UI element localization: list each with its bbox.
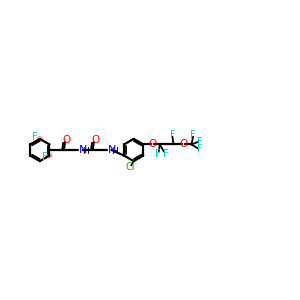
Text: F: F — [42, 152, 48, 162]
Circle shape — [47, 153, 52, 158]
Text: O: O — [179, 139, 188, 149]
Text: O: O — [91, 135, 99, 146]
Text: H: H — [111, 147, 118, 156]
Text: H: H — [82, 147, 89, 156]
Text: O: O — [148, 139, 156, 149]
Text: F: F — [190, 130, 196, 140]
Text: O: O — [62, 135, 70, 146]
Text: F: F — [170, 130, 176, 140]
Text: N: N — [79, 145, 87, 155]
Text: F: F — [197, 144, 203, 154]
Text: Cl: Cl — [125, 162, 135, 172]
Text: F: F — [163, 148, 168, 158]
Text: F: F — [197, 136, 203, 147]
Text: N: N — [108, 145, 116, 155]
Text: F: F — [155, 148, 161, 158]
Text: F: F — [32, 132, 38, 142]
Circle shape — [37, 136, 43, 142]
